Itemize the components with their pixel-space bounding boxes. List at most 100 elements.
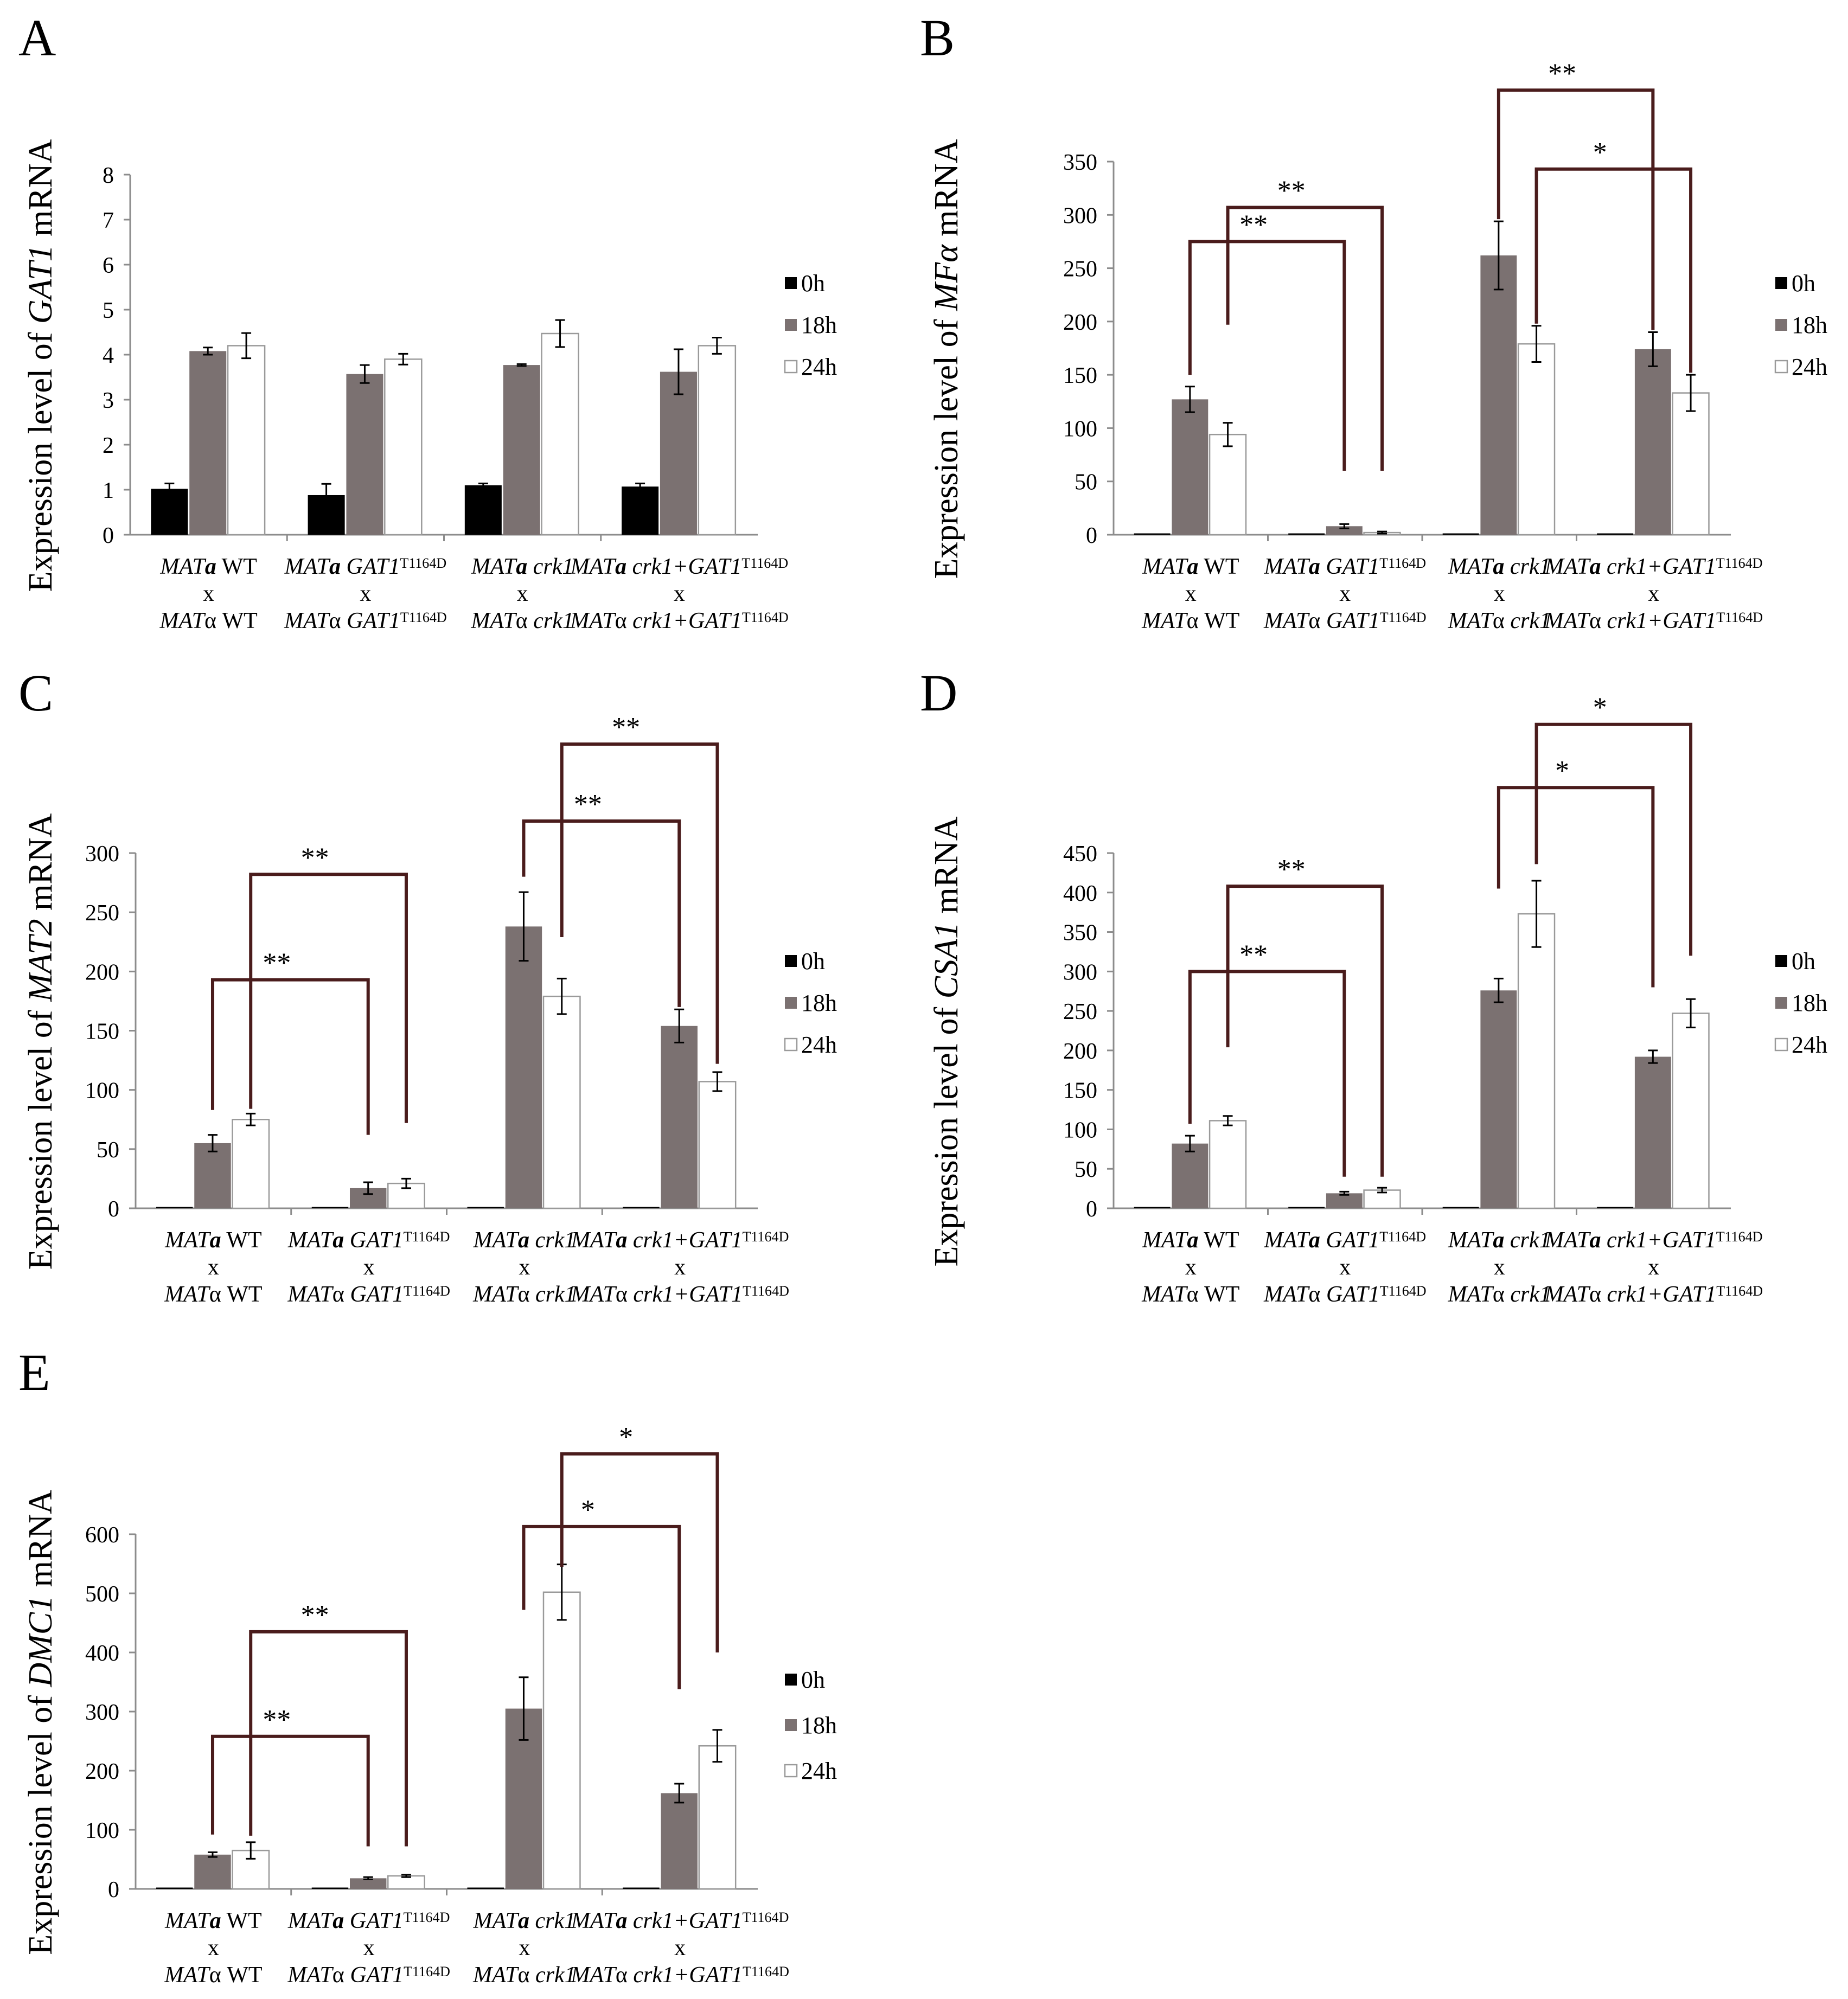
x-group-label-line2: x: [1185, 581, 1197, 606]
label-segment: crk1+GAT1: [628, 1282, 743, 1307]
label-segment: GAT1: [1320, 608, 1379, 633]
x-group-label-line1: MATa crk1: [1448, 554, 1551, 579]
label-segment: T1164D: [1716, 1283, 1763, 1299]
bar-24h-group-3: [542, 1591, 581, 1890]
bar-18h-group-1: [194, 1143, 231, 1208]
legend-swatch-18h: [1775, 997, 1787, 1009]
label-segment: MAT: [473, 1228, 520, 1253]
label-segment: a: [518, 1908, 529, 1933]
label-segment: crk1+GAT1: [627, 1228, 742, 1253]
label-segment: MAT: [284, 608, 330, 633]
significance-bracket: [249, 873, 408, 1123]
bar-0h-group-1: [151, 489, 188, 535]
label-segment: crk1+GAT1: [1601, 1228, 1716, 1253]
label-segment: crk1+GAT1: [628, 1963, 743, 1988]
label-segment: crk1: [1504, 1228, 1550, 1253]
label-segment: MAT: [570, 1282, 617, 1307]
legend-label-0h: 0h: [801, 948, 825, 975]
label-segment: a: [1589, 1228, 1601, 1253]
y-axis-title: Expression level of CSA1 mRNA: [928, 816, 965, 1266]
significance-label: *: [619, 1422, 633, 1453]
label-segment: α: [1187, 1282, 1199, 1307]
label-segment: α: [204, 608, 216, 633]
y-tick-label: 300: [85, 1700, 119, 1725]
label-segment: WT: [1199, 608, 1240, 633]
y-axis-title: Expression level of GAT1 mRNA: [22, 139, 59, 592]
y-tick-label: 50: [97, 1138, 119, 1163]
label-segment: MAT: [470, 608, 517, 633]
x-group-label-line3: MATα crk1: [1447, 1282, 1551, 1307]
x-group-label-line2: x: [519, 1936, 530, 1960]
label-segment: MAT: [1544, 1228, 1591, 1253]
label-segment: T1164D: [1716, 555, 1763, 571]
bar-0h-group-4: [1597, 533, 1634, 535]
x-group-label-line1: MATa GAT1T1164D: [1263, 1228, 1426, 1253]
label-segment: mRNA: [22, 813, 59, 919]
label-segment: MAT: [1448, 554, 1494, 579]
legend-label-0h: 0h: [1792, 948, 1815, 975]
bar-18h-group-1: [1172, 399, 1208, 535]
label-segment: T1164D: [400, 610, 447, 625]
significance-bracket: [1226, 206, 1384, 471]
bar-0h-group-2: [311, 1887, 349, 1889]
label-segment: WT: [221, 1908, 262, 1933]
label-segment: crk1: [529, 1228, 575, 1253]
x-group-label-line2: x: [517, 581, 528, 606]
x-group-label-line1: MATa WT: [164, 1908, 262, 1933]
significance-bracket: [522, 819, 681, 1007]
significance-label: **: [1239, 209, 1268, 240]
chart-panel-b: B Expression level of MFα mRNA 0 50 100 150 20…: [920, 9, 1827, 633]
label-segment: α: [1187, 608, 1199, 633]
bar-24h-group-3: [1517, 913, 1556, 1209]
significance-bracket: [210, 978, 370, 1135]
bar-24h-group-4: [698, 1745, 737, 1890]
bar-0h-group-1: [1134, 533, 1171, 535]
x-group-label-line1: MATa crk1+GAT1T1164D: [1544, 1228, 1763, 1253]
bar-18h-group-4: [1634, 349, 1671, 535]
bar-24h-group-4: [1672, 1013, 1710, 1209]
y-tick-label: 50: [1075, 1157, 1097, 1182]
y-tick-label: 0: [108, 1197, 119, 1222]
y-tick-label: 8: [103, 163, 114, 188]
significance-bracket: [1188, 970, 1346, 1177]
x-group-label-line2: x: [1185, 1255, 1197, 1280]
label-segment: MAT: [1448, 1228, 1494, 1253]
label-segment: GAT1: [344, 1908, 403, 1933]
label-segment: GAT1: [1320, 554, 1379, 579]
label-segment: T1164D: [400, 555, 446, 571]
significance-label: *: [1555, 755, 1569, 786]
bar-0h-group-2: [1288, 533, 1325, 535]
label-segment: MAT: [1141, 608, 1188, 633]
label-segment: T1164D: [742, 610, 789, 625]
label-segment: WT: [221, 1963, 263, 1988]
y-tick-label: 4: [103, 343, 114, 368]
bar-24h-group-3: [1517, 343, 1556, 536]
label-segment: MAT: [287, 1228, 334, 1253]
label-segment: a: [1493, 1228, 1504, 1253]
label-segment: T1164D: [1380, 1283, 1427, 1299]
panel-letter: E: [18, 1343, 50, 1401]
y-tick-label: 300: [1063, 960, 1097, 985]
label-segment: α: [329, 608, 341, 633]
bar-24h-group-1: [1208, 1120, 1247, 1209]
y-tick-label: 3: [103, 388, 114, 413]
label-segment: T1164D: [404, 1283, 450, 1299]
x-group-label-line3: MATα GAT1T1164D: [287, 1282, 450, 1307]
panel-letter: B: [920, 9, 955, 67]
x-group-label-line3: MATα GAT1T1164D: [284, 608, 447, 633]
x-group-label-line3: MATα crk1+GAT1T1164D: [1544, 1282, 1763, 1307]
label-segment: a: [615, 554, 626, 579]
chart-panel-e: E Expression level of DMC1 mRNA 0 100 200 300…: [18, 1343, 837, 1988]
significance-label: **: [301, 842, 329, 873]
label-segment: MAT: [1447, 608, 1494, 633]
x-group-label-line2: x: [674, 581, 685, 606]
bar-24h-group-4: [698, 1081, 737, 1209]
chart-panel-d: D Expression level of CSA1 mRNA 0 50 100 150 2…: [920, 664, 1827, 1307]
significance-bracket: [210, 1734, 370, 1847]
bar-18h-group-4: [661, 1793, 698, 1889]
label-segment: a: [205, 554, 216, 579]
x-group-label-line3: MATα WT: [164, 1282, 262, 1307]
y-tick-label: 1: [103, 478, 114, 503]
legend-swatch-24h: [1774, 360, 1788, 374]
